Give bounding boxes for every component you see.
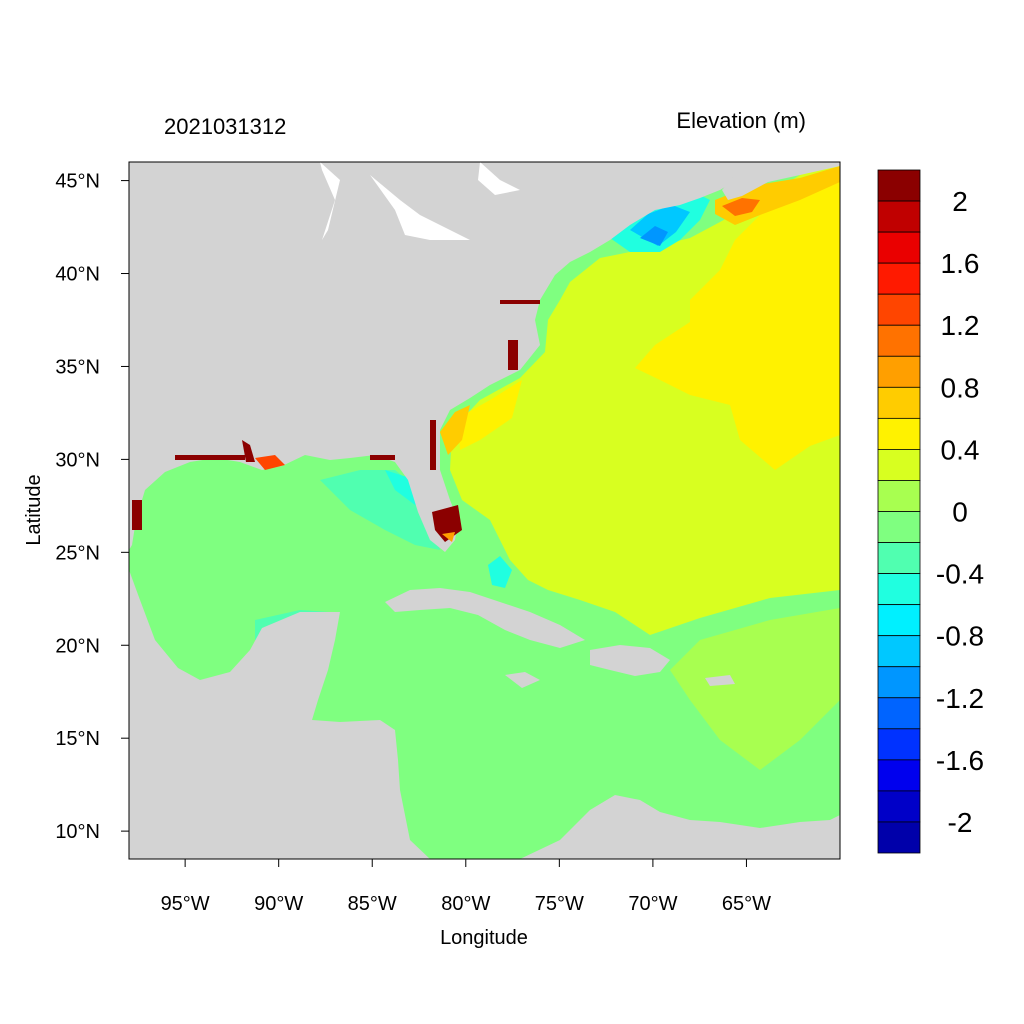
- colorbar-label: 0.8: [941, 372, 980, 403]
- colorbar-box: [877, 324, 921, 357]
- x-tick-label: 75°W: [535, 893, 584, 915]
- colorbar-box: [877, 604, 921, 637]
- colorbar-label: 1.6: [941, 248, 980, 279]
- atlantic-high-zone-2: [458, 380, 522, 450]
- florida-tip-orange: [442, 532, 455, 542]
- puerto-rico-land: [705, 675, 735, 686]
- hispaniola-land: [590, 645, 670, 676]
- colorbar-box: [877, 200, 921, 233]
- x-tick-label: 70°W: [628, 893, 677, 915]
- colorbar-box: [877, 449, 921, 481]
- colorbar-box: [877, 666, 921, 699]
- colorbar-box: [877, 573, 921, 606]
- x-tick-label: 65°W: [722, 893, 771, 915]
- y-axis-label: Latitude: [23, 474, 45, 545]
- variable-title: Elevation (m): [676, 108, 806, 133]
- colorbar-box: [877, 759, 921, 792]
- map-plot-area: [129, 162, 840, 859]
- colorbar-box: [877, 386, 921, 419]
- date-title: 2021031312: [164, 114, 286, 139]
- x-tick-label: 85°W: [348, 893, 397, 915]
- colorbar-label: -0.4: [936, 559, 984, 590]
- colorbar-label: 1.2: [941, 310, 980, 341]
- colorbar-box: [877, 355, 921, 388]
- y-tick-label: 25°N: [55, 542, 100, 564]
- colorbar-box: [877, 697, 921, 730]
- y-tick-label: 10°N: [55, 821, 100, 843]
- colorbar-box: [877, 262, 921, 295]
- south-america-land: [520, 795, 840, 859]
- colorbar-label: 0.4: [941, 434, 980, 465]
- colorbar-label: 0: [952, 497, 968, 528]
- colorbar-box: [877, 728, 921, 761]
- colorbar-box: [877, 790, 921, 823]
- colorbar-box: [877, 542, 921, 574]
- colorbar-label: -1.2: [936, 683, 984, 714]
- colorbar-box: [877, 821, 921, 854]
- y-tick-label: 45°N: [55, 171, 100, 193]
- mississippi-delta-red: [255, 455, 285, 470]
- carolina-coast-orange: [440, 405, 470, 455]
- nova-scotia-land: [720, 162, 840, 200]
- cuba-land: [385, 588, 585, 648]
- colorbar-box: [877, 293, 921, 326]
- colorbar-box: [877, 480, 921, 512]
- atlantic-high-zone: [635, 176, 840, 470]
- jamaica-land: [505, 672, 540, 688]
- mexico-central-america-land: [129, 570, 430, 859]
- plot-frame: [128, 161, 841, 860]
- gulf-maine-negative-blue: [640, 226, 668, 246]
- bahamas-negative: [488, 556, 512, 588]
- east-caribbean-field: [670, 608, 840, 770]
- colorbar-label: -0.8: [936, 621, 984, 652]
- y-axis: 45°N 40°N 35°N 30°N 25°N 20°N 15°N 10°N: [55, 171, 129, 843]
- colorbar-box: [877, 417, 921, 450]
- x-tick-label: 95°W: [161, 893, 210, 915]
- x-axis: 95°W 90°W 85°W 80°W 75°W 70°W 65°W: [161, 859, 771, 915]
- colorbar-label: 2: [952, 186, 968, 217]
- y-tick-label: 30°N: [55, 449, 100, 471]
- y-tick-label: 15°N: [55, 728, 100, 750]
- colorbar-box: [877, 169, 921, 202]
- colorbar-box: [877, 231, 921, 264]
- colorbar-box: [877, 635, 921, 668]
- y-tick-label: 20°N: [55, 635, 100, 657]
- x-tick-label: 90°W: [254, 893, 303, 915]
- gulf-maine-red: [722, 198, 760, 216]
- colorbar-label: -2: [948, 807, 973, 838]
- great-lakes: [320, 162, 520, 240]
- colorbar-box: [877, 511, 921, 543]
- x-axis-label: Longitude: [440, 927, 528, 949]
- y-tick-label: 40°N: [55, 264, 100, 286]
- colorbar: 2 1.6 1.2 0.8 0.4 0 -0.4 -0.8 -1.2 -1.6 -2: [877, 169, 984, 854]
- north-america-land: [129, 162, 760, 552]
- y-tick-label: 35°N: [55, 356, 100, 378]
- x-tick-label: 80°W: [441, 893, 490, 915]
- colorbar-label: -1.6: [936, 745, 984, 776]
